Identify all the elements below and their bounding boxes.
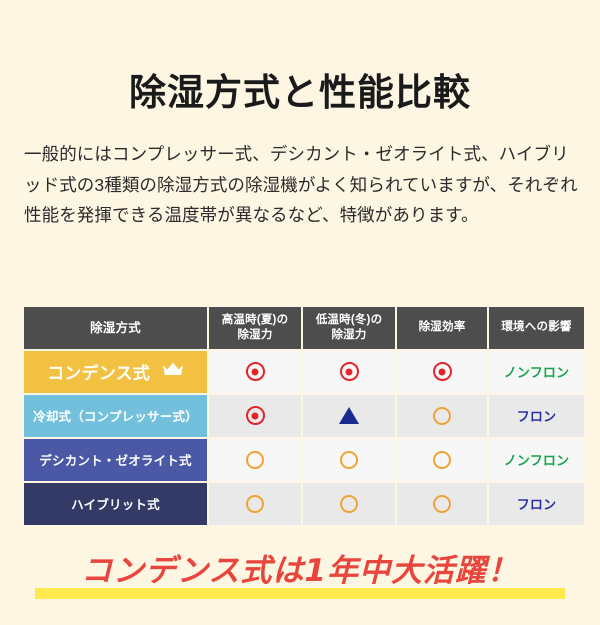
column-header-winter: 低温時(冬)の 除湿力 xyxy=(303,306,395,349)
table-row: デシカント・ゼオライト式 ノンフロン xyxy=(24,438,584,481)
row-name-desiccant-label: デシカント・ゼオライト式 xyxy=(39,454,192,469)
table-row: ハイブリット式 フロン xyxy=(24,482,584,525)
cell-summer xyxy=(209,350,301,393)
row-name-hybrid: ハイブリット式 xyxy=(24,482,207,525)
cell-efficiency xyxy=(397,438,487,481)
cell-summer xyxy=(209,394,301,437)
cell-environment: フロン xyxy=(489,394,584,437)
bottom-banner: コンデンス式は1年中大活躍！ xyxy=(0,545,600,599)
page-title: 除湿方式と性能比較 xyxy=(129,71,471,113)
cell-winter xyxy=(303,350,395,393)
cell-winter xyxy=(303,394,395,437)
column-header-summer-line2: 除湿力 xyxy=(237,328,273,341)
table-header-row: 除湿方式 高温時(夏)の 除湿力 低温時(冬)の 除湿力 除湿効率 環境への影響 xyxy=(24,306,584,349)
circle-icon xyxy=(246,450,264,469)
cell-environment: ノンフロン xyxy=(489,350,584,393)
double-circle-icon xyxy=(245,362,265,382)
crown-icon xyxy=(162,361,184,382)
environment-label: ノンフロン xyxy=(503,364,570,380)
row-name-cooling-label: 冷却式（コンプレッサー式） xyxy=(33,410,198,425)
table-header: 除湿方式 高温時(夏)の 除湿力 低温時(冬)の 除湿力 除湿効率 環境への影響 xyxy=(24,306,584,349)
environment-label: ノンフロン xyxy=(503,452,570,468)
column-header-environment: 環境への影響 xyxy=(489,306,584,349)
table-row: コンデンス式 xyxy=(24,350,584,393)
cell-summer xyxy=(209,482,301,525)
column-header-winter-line2: 除湿力 xyxy=(331,328,367,341)
row-name-hybrid-label: ハイブリット式 xyxy=(71,498,160,513)
cell-efficiency xyxy=(397,394,487,437)
cell-environment: ノンフロン xyxy=(489,438,584,481)
circle-icon xyxy=(246,494,264,513)
cell-winter xyxy=(303,438,395,481)
column-header-summer: 高温時(夏)の 除湿力 xyxy=(209,306,301,349)
cell-efficiency xyxy=(397,482,487,525)
double-circle-icon xyxy=(339,362,359,382)
cell-winter xyxy=(303,482,395,525)
row-name-desiccant: デシカント・ゼオライト式 xyxy=(24,438,207,481)
cell-summer xyxy=(209,438,301,481)
lead-paragraph: 一般的にはコンプレッサー式、デシカント・ゼオライト式、ハイブリッド式の3種類の除… xyxy=(24,144,578,225)
infographic-page: 除湿方式と性能比較 一般的にはコンプレッサー式、デシカント・ゼオライト式、ハイブ… xyxy=(0,24,600,625)
comparison-table-container: 除湿方式 高温時(夏)の 除湿力 低温時(冬)の 除湿力 除湿効率 環境への影響 xyxy=(22,305,584,527)
environment-label: フロン xyxy=(516,496,557,512)
row-name-condens-label: コンデンス式 xyxy=(47,364,150,384)
double-circle-icon xyxy=(245,406,265,426)
table-row: 冷却式（コンプレッサー式） フロン xyxy=(24,394,584,437)
row-name-cooling: 冷却式（コンプレッサー式） xyxy=(24,394,207,437)
table-body: コンデンス式 xyxy=(24,350,584,525)
circle-icon xyxy=(433,450,451,469)
row-name-condens: コンデンス式 xyxy=(24,350,207,393)
circle-icon xyxy=(340,494,358,513)
column-header-winter-line1: 低温時(冬)の xyxy=(315,313,383,326)
cell-efficiency xyxy=(397,350,487,393)
column-header-summer-line1: 高温時(夏)の xyxy=(221,313,289,326)
banner-text: コンデンス式は1年中大活躍！ xyxy=(81,552,519,589)
circle-icon xyxy=(433,494,451,513)
column-header-method: 除湿方式 xyxy=(24,306,207,349)
circle-icon xyxy=(340,450,358,469)
banner-underline-bar xyxy=(35,587,565,599)
column-header-efficiency: 除湿効率 xyxy=(397,306,487,349)
double-circle-icon xyxy=(432,362,452,382)
triangle-icon xyxy=(339,407,359,425)
cell-environment: フロン xyxy=(489,482,584,525)
comparison-table: 除湿方式 高温時(夏)の 除湿力 低温時(冬)の 除湿力 除湿効率 環境への影響 xyxy=(22,305,586,527)
environment-label: フロン xyxy=(516,408,557,424)
circle-icon xyxy=(433,406,451,425)
